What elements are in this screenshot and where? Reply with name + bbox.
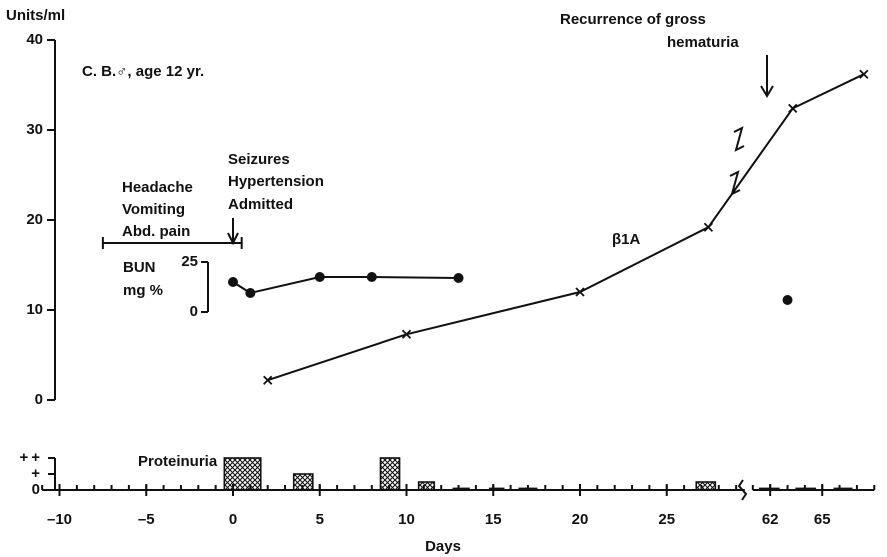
x-tick-label: 15 (485, 511, 502, 528)
annotation: C. B.♂, age 12 yr. (82, 63, 204, 80)
bar (488, 487, 505, 491)
x-tick-label: 5 (316, 511, 324, 528)
arrow (760, 55, 774, 98)
bar (795, 487, 817, 491)
y2-tick-label: 25 (181, 253, 198, 270)
bar (758, 487, 780, 491)
x-tick-label: 62 (762, 511, 779, 528)
y-axis-label: Units/ml (6, 7, 65, 24)
bar (417, 481, 436, 491)
x-tick-label: –10 (47, 511, 72, 528)
bar (695, 481, 717, 491)
point (263, 375, 273, 385)
annotation: hematuria (667, 34, 739, 51)
point (314, 272, 325, 282)
x-tick-label: 25 (658, 511, 675, 528)
series-line (267, 73, 865, 382)
bar (292, 473, 314, 491)
annotation: Headache (122, 179, 193, 196)
y2-axis-label: mg % (123, 282, 163, 299)
point (228, 277, 238, 287)
panel-label: Proteinuria (138, 453, 218, 470)
annotation: Hypertension (228, 173, 324, 190)
point (575, 287, 585, 297)
point (782, 295, 793, 305)
y-tick-label: + (31, 465, 43, 482)
y-tick-label: 20 (26, 211, 43, 228)
y-tick-label: ++ (19, 449, 43, 466)
x-tick-label: –5 (138, 511, 155, 528)
annotation: Recurrence of gross (560, 11, 706, 28)
bar (223, 457, 262, 491)
x-tick-label: 10 (398, 511, 415, 528)
bar (379, 457, 401, 491)
bar (833, 487, 853, 491)
break-mark (729, 126, 745, 196)
series-label: β1A (612, 231, 640, 248)
annotation: Abd. pain (122, 223, 190, 240)
y-tick-label: 0 (32, 481, 43, 498)
bar (518, 487, 538, 491)
point (401, 329, 412, 339)
x-axis-label: Days (425, 538, 461, 555)
point (859, 69, 869, 79)
y-tick-label: 10 (26, 301, 43, 318)
point (788, 103, 798, 114)
point (366, 272, 377, 282)
point (453, 273, 464, 283)
y-tick-label: 0 (35, 391, 43, 408)
x-tick-label: 65 (814, 511, 831, 528)
x-tick-label: 20 (572, 511, 589, 528)
point (703, 222, 714, 232)
x-tick-label: 0 (229, 511, 237, 528)
annotation: Admitted (228, 196, 293, 213)
y-tick-label: 30 (26, 121, 43, 138)
y2-series-label: BUN (123, 259, 156, 276)
point (245, 288, 256, 298)
y2-tick-label: 0 (190, 303, 198, 320)
y-tick-label: 40 (26, 31, 43, 48)
annotation: Vomiting (122, 201, 185, 218)
bar (452, 487, 470, 491)
annotation: Seizures (228, 151, 290, 168)
